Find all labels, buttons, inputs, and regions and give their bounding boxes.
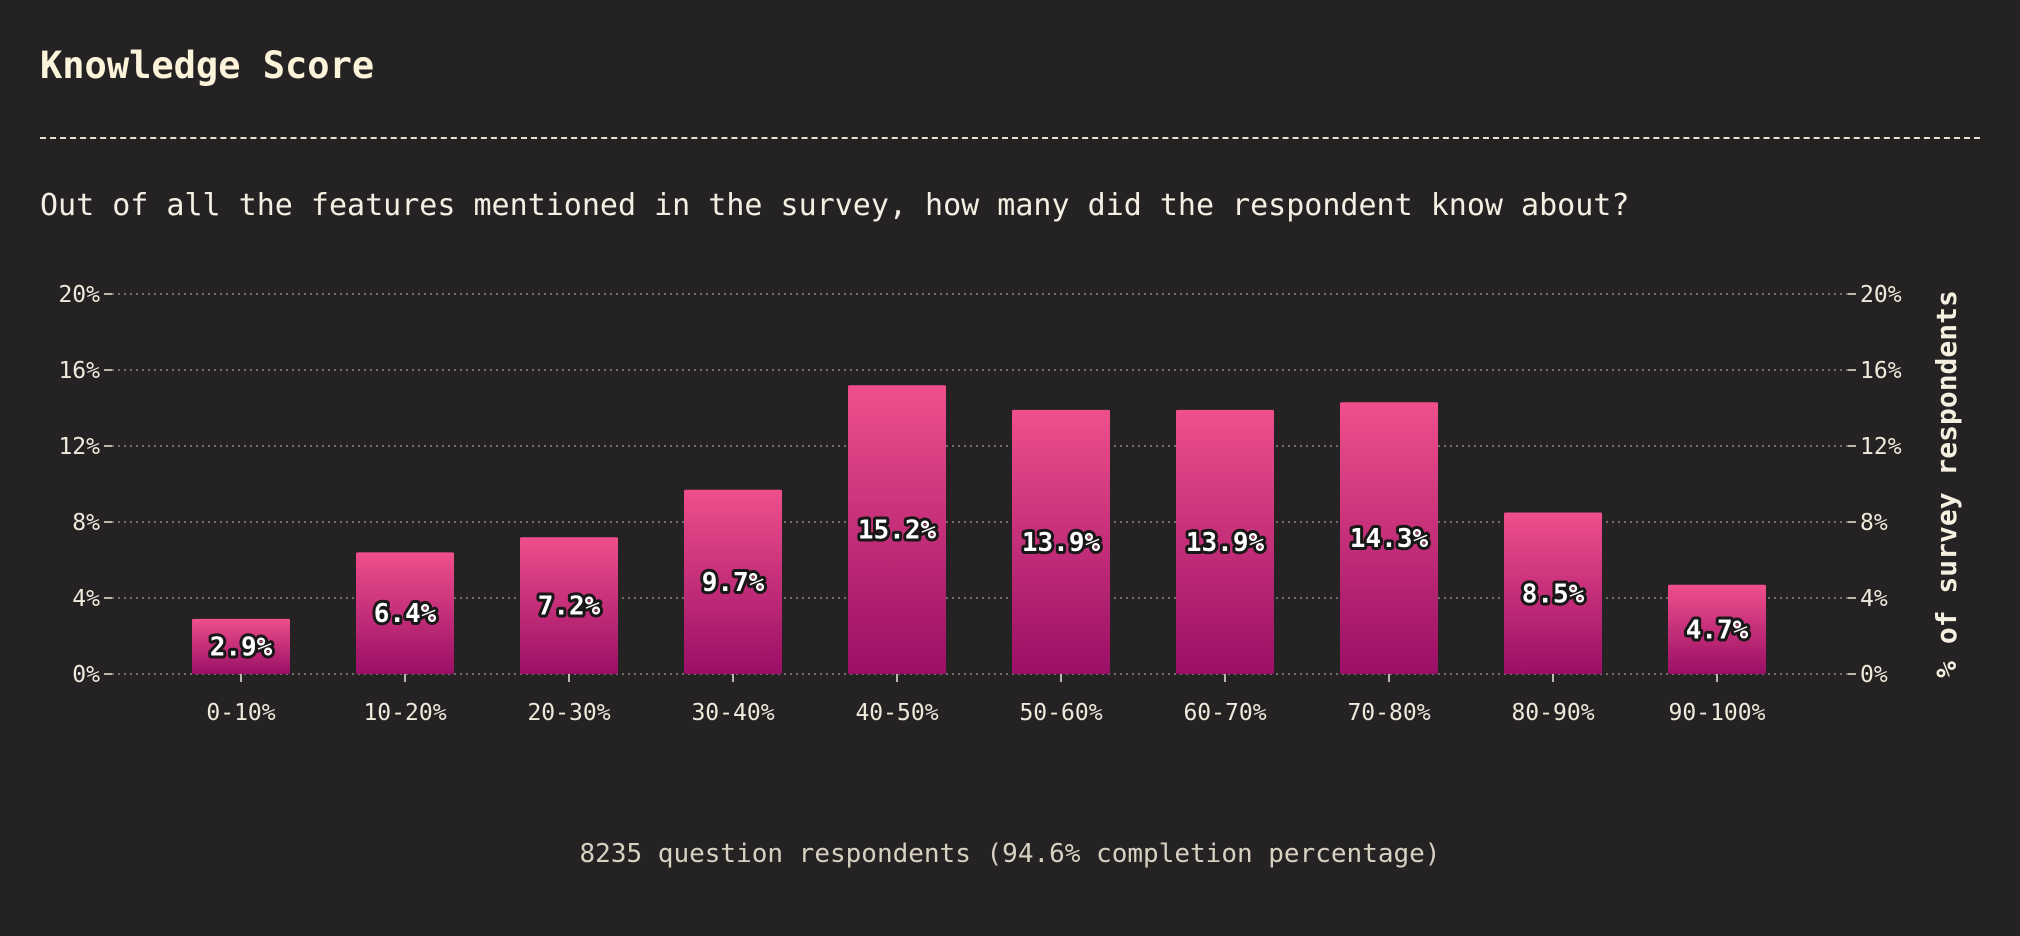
x-tick-label: 60-70% [1183,700,1266,726]
bars [192,385,1766,674]
y-tick-label: 16% [58,358,100,384]
bar-value-label: 7.2% [538,592,601,622]
y-tick-label: 20% [1860,282,1902,308]
right-axis-title: % of survey respondents [1930,290,1963,678]
x-axis-labels: 0-10% 10-20% 20-30% 30-40% 40-50% 50-60% 60-70… [206,674,1766,726]
bar [1176,409,1274,674]
x-tick-label: 30-40% [691,700,774,726]
bar-value-label: 4.7% [1686,615,1749,645]
bar [356,552,454,674]
bar [848,385,946,674]
bar-value-label: 13.9% [1186,528,1265,558]
x-tick-label: 0-10% [206,700,275,726]
bar-chart: 0% 4% 8% 12% 16% 20% 0% 4% 8% 12% 16% 20% 0-10% 10-… [58,282,1963,726]
x-tick-label: 70-80% [1347,700,1430,726]
y-tick-label: 4% [72,586,100,612]
chart-subtitle: Out of all the features mentioned in the… [40,188,1630,223]
right-y-axis: 0% 4% 8% 12% 16% 20% [1848,282,1902,688]
y-tick-label: 0% [1860,662,1888,688]
y-tick-label: 0% [72,662,100,688]
y-tick-label: 8% [1860,510,1888,536]
bar [520,537,618,674]
bar [1504,512,1602,674]
x-tick-label: 10-20% [363,700,446,726]
x-tick-label: 20-30% [527,700,610,726]
bar-value-label: 2.9% [210,632,273,662]
x-tick-label: 50-60% [1019,700,1102,726]
respondents-footer: 8235 question respondents (94.6% complet… [579,839,1441,869]
bar [1668,584,1766,674]
bar-value-label: 13.9% [1022,528,1101,558]
left-y-axis: 0% 4% 8% 12% 16% 20% [58,282,112,688]
y-tick-label: 8% [72,510,100,536]
x-tick-label: 40-50% [855,700,938,726]
bar [684,489,782,674]
value-labels: 2.9% 6.4% 7.2% 9.7% 15.2% 13.9% 13.9% 14.3% 8.5%… [207,513,1752,666]
title-divider [40,137,1980,139]
y-tick-label: 20% [58,282,100,308]
x-tick-label: 80-90% [1511,700,1594,726]
y-tick-label: 16% [1860,358,1902,384]
x-tick-label: 90-100% [1669,700,1766,726]
y-tick-label: 12% [58,434,100,460]
bar-value-label: 9.7% [702,568,765,598]
bar-value-label: 6.4% [374,599,437,629]
y-tick-label: 12% [1860,434,1902,460]
y-tick-label: 4% [1860,586,1888,612]
bar-value-label: 14.3% [1350,524,1429,554]
bar-value-label: 15.2% [858,516,937,546]
bar [1340,402,1438,674]
bar [192,618,290,674]
chart-title: Knowledge Score [40,44,375,87]
bar-value-label: 8.5% [1522,579,1585,609]
bar [1012,409,1110,674]
